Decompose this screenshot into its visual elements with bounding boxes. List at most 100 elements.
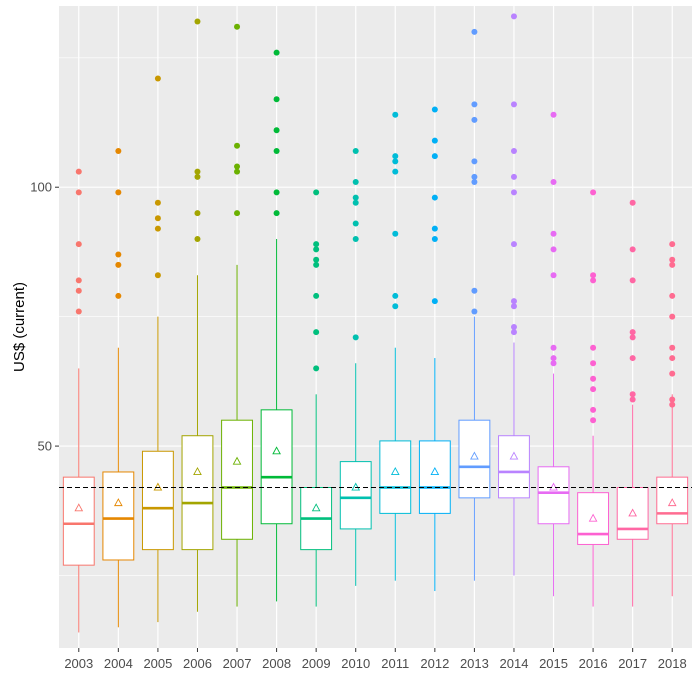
outlier-point [154,75,161,82]
outlier-point [234,23,241,30]
outlier-point [194,168,201,175]
outlier-point [75,168,82,175]
box-2008 [260,49,293,602]
outlier-point [550,344,557,351]
outlier-point [75,189,82,196]
box-2018 [656,241,689,597]
outlier-point [510,173,517,180]
outlier-point [629,199,636,206]
box-2013 [458,28,491,581]
x-tick-label: 2018 [658,656,687,671]
mean-marker [549,482,558,491]
outlier-point [510,324,517,330]
outlier-point [590,417,597,424]
x-tick-label: 2015 [539,656,568,671]
mean-marker [74,503,84,512]
outlier-point [273,49,280,56]
outlier-point [590,360,597,367]
x-tick-label: 2011 [381,656,409,671]
box-iqr [181,435,214,551]
x-tick-label: 2008 [262,656,291,671]
outlier-point [471,116,478,123]
outlier-point [352,194,359,201]
outlier-point [431,235,438,242]
outlier-point [550,360,557,367]
x-tick-label: 2007 [223,656,252,671]
outlier-point [194,173,201,180]
outlier-point [669,355,676,362]
outlier-point [273,96,280,103]
outlier-point [629,396,636,403]
outlier-point [392,168,399,175]
x-axis: 2003 2004 2005 2006 2007 2008 2009 2010 2011 2012… [64,648,687,671]
mean-marker [390,467,400,476]
outlier-point [510,147,517,154]
outlier-point [629,329,636,336]
outlier-point [431,194,438,201]
box-iqr [577,492,610,545]
outlier-point [352,235,359,242]
outlier-point [115,292,122,299]
outlier-point [313,292,320,299]
mean-marker [470,451,479,460]
outlier-point [352,334,359,341]
y-axis: 50 100 [30,180,59,454]
box-2016 [577,189,610,607]
plot-panel [59,6,692,648]
box-iqr [141,450,174,551]
box-2004 [102,147,135,628]
outlier-point [352,147,359,154]
outlier-point [75,241,82,248]
outlier-point [590,375,597,382]
mean-marker [232,456,242,465]
mean-marker [272,446,281,455]
box-iqr [260,409,293,525]
x-tick-label: 2010 [341,656,370,671]
mean-marker [193,467,202,476]
outlier-point [313,241,320,248]
box-2015 [537,111,570,597]
box-2012 [418,106,451,592]
outlier-point [154,215,161,222]
x-tick-label: 2006 [183,656,212,671]
outlier-point [550,355,557,362]
outlier-point [75,287,82,294]
outlier-point [154,199,161,206]
box-iqr [537,466,570,525]
outlier-point [194,235,201,242]
x-tick-label: 2004 [104,656,133,671]
x-tick-label: 2016 [579,656,608,671]
outlier-point [629,277,636,284]
box-iqr [62,476,95,566]
outlier-point [471,308,478,315]
outlier-point [234,168,241,175]
outlier-point [194,210,201,217]
outlier-point [352,220,359,227]
outlier-point [550,230,557,237]
outlier-point [392,292,399,299]
outlier-point [669,396,676,403]
outlier-point [392,303,399,310]
outlier-point [234,210,241,217]
box-iqr [339,461,372,530]
outlier-point [669,344,676,351]
x-tick-label: 2014 [500,656,529,671]
outlier-point [590,386,597,393]
outlier-point [273,210,280,217]
box-2009 [300,189,333,607]
outlier-point [510,329,517,336]
outlier-point [510,101,517,108]
outlier-point [550,179,557,186]
outlier-point [431,153,438,160]
outlier-point [392,230,399,237]
y-tick-label: 100 [30,180,52,195]
mean-marker [588,513,598,522]
box-2011 [379,111,412,581]
outlier-point [75,308,82,315]
outlier-point [313,329,320,336]
outlier-point [629,355,636,362]
box-iqr [418,440,451,514]
outlier-point [669,313,676,320]
box-2006 [181,18,214,612]
